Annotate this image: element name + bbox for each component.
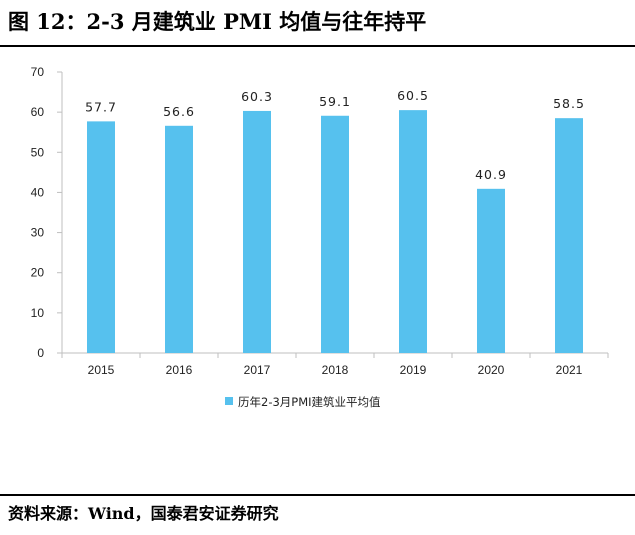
source-divider — [0, 494, 635, 496]
x-tick-label: 2018 — [322, 363, 349, 377]
y-axis: 0 10 20 30 40 50 60 70 — [31, 65, 63, 360]
bar — [243, 110, 271, 353]
x-axis: 2015 2016 2017 2018 2019 2020 2021 — [61, 352, 609, 377]
source-note: 资料来源：Wind，国泰君安证券研究 — [8, 504, 279, 523]
data-label: 60.5 — [397, 88, 429, 103]
bar — [87, 121, 115, 353]
bar — [555, 118, 583, 354]
y-tick-label: 60 — [31, 105, 45, 119]
data-label: 58.5 — [553, 96, 585, 111]
legend-label: 历年2-3月PMI建筑业平均值 — [238, 395, 381, 409]
bar — [165, 125, 193, 353]
data-label: 60.3 — [241, 89, 273, 104]
bar — [477, 188, 505, 353]
x-tick-label: 2020 — [478, 363, 505, 377]
figure-title: 图 12：2-3 月建筑业 PMI 均值与往年持平 — [8, 9, 427, 34]
x-tick-label: 2019 — [400, 363, 427, 377]
x-tick-label: 2015 — [88, 363, 115, 377]
bar-chart: 0 10 20 30 40 50 60 70 2015 2016 2017 2018 2019 2020… — [31, 65, 609, 409]
legend-swatch — [225, 397, 233, 405]
x-tick-label: 2021 — [556, 363, 583, 377]
title-divider — [0, 45, 635, 47]
y-tick-label: 10 — [31, 306, 45, 320]
y-tick-label: 50 — [31, 145, 45, 159]
data-labels: 57.7 56.6 60.3 59.1 60.5 40.9 58.5 — [85, 88, 585, 182]
y-tick-label: 20 — [31, 266, 45, 280]
data-label: 59.1 — [319, 94, 351, 109]
data-label: 40.9 — [475, 167, 507, 182]
x-tick-label: 2016 — [166, 363, 193, 377]
y-tick-label: 30 — [31, 226, 45, 240]
x-tick-label: 2017 — [244, 363, 271, 377]
y-tick-label: 40 — [31, 185, 45, 199]
bars — [87, 110, 583, 354]
bar — [321, 115, 349, 354]
bar — [399, 110, 427, 353]
legend: 历年2-3月PMI建筑业平均值 — [225, 395, 381, 409]
data-label: 56.6 — [163, 104, 195, 119]
data-label: 57.7 — [85, 99, 117, 114]
y-tick-label: 70 — [31, 65, 45, 79]
y-tick-label: 0 — [37, 346, 44, 360]
